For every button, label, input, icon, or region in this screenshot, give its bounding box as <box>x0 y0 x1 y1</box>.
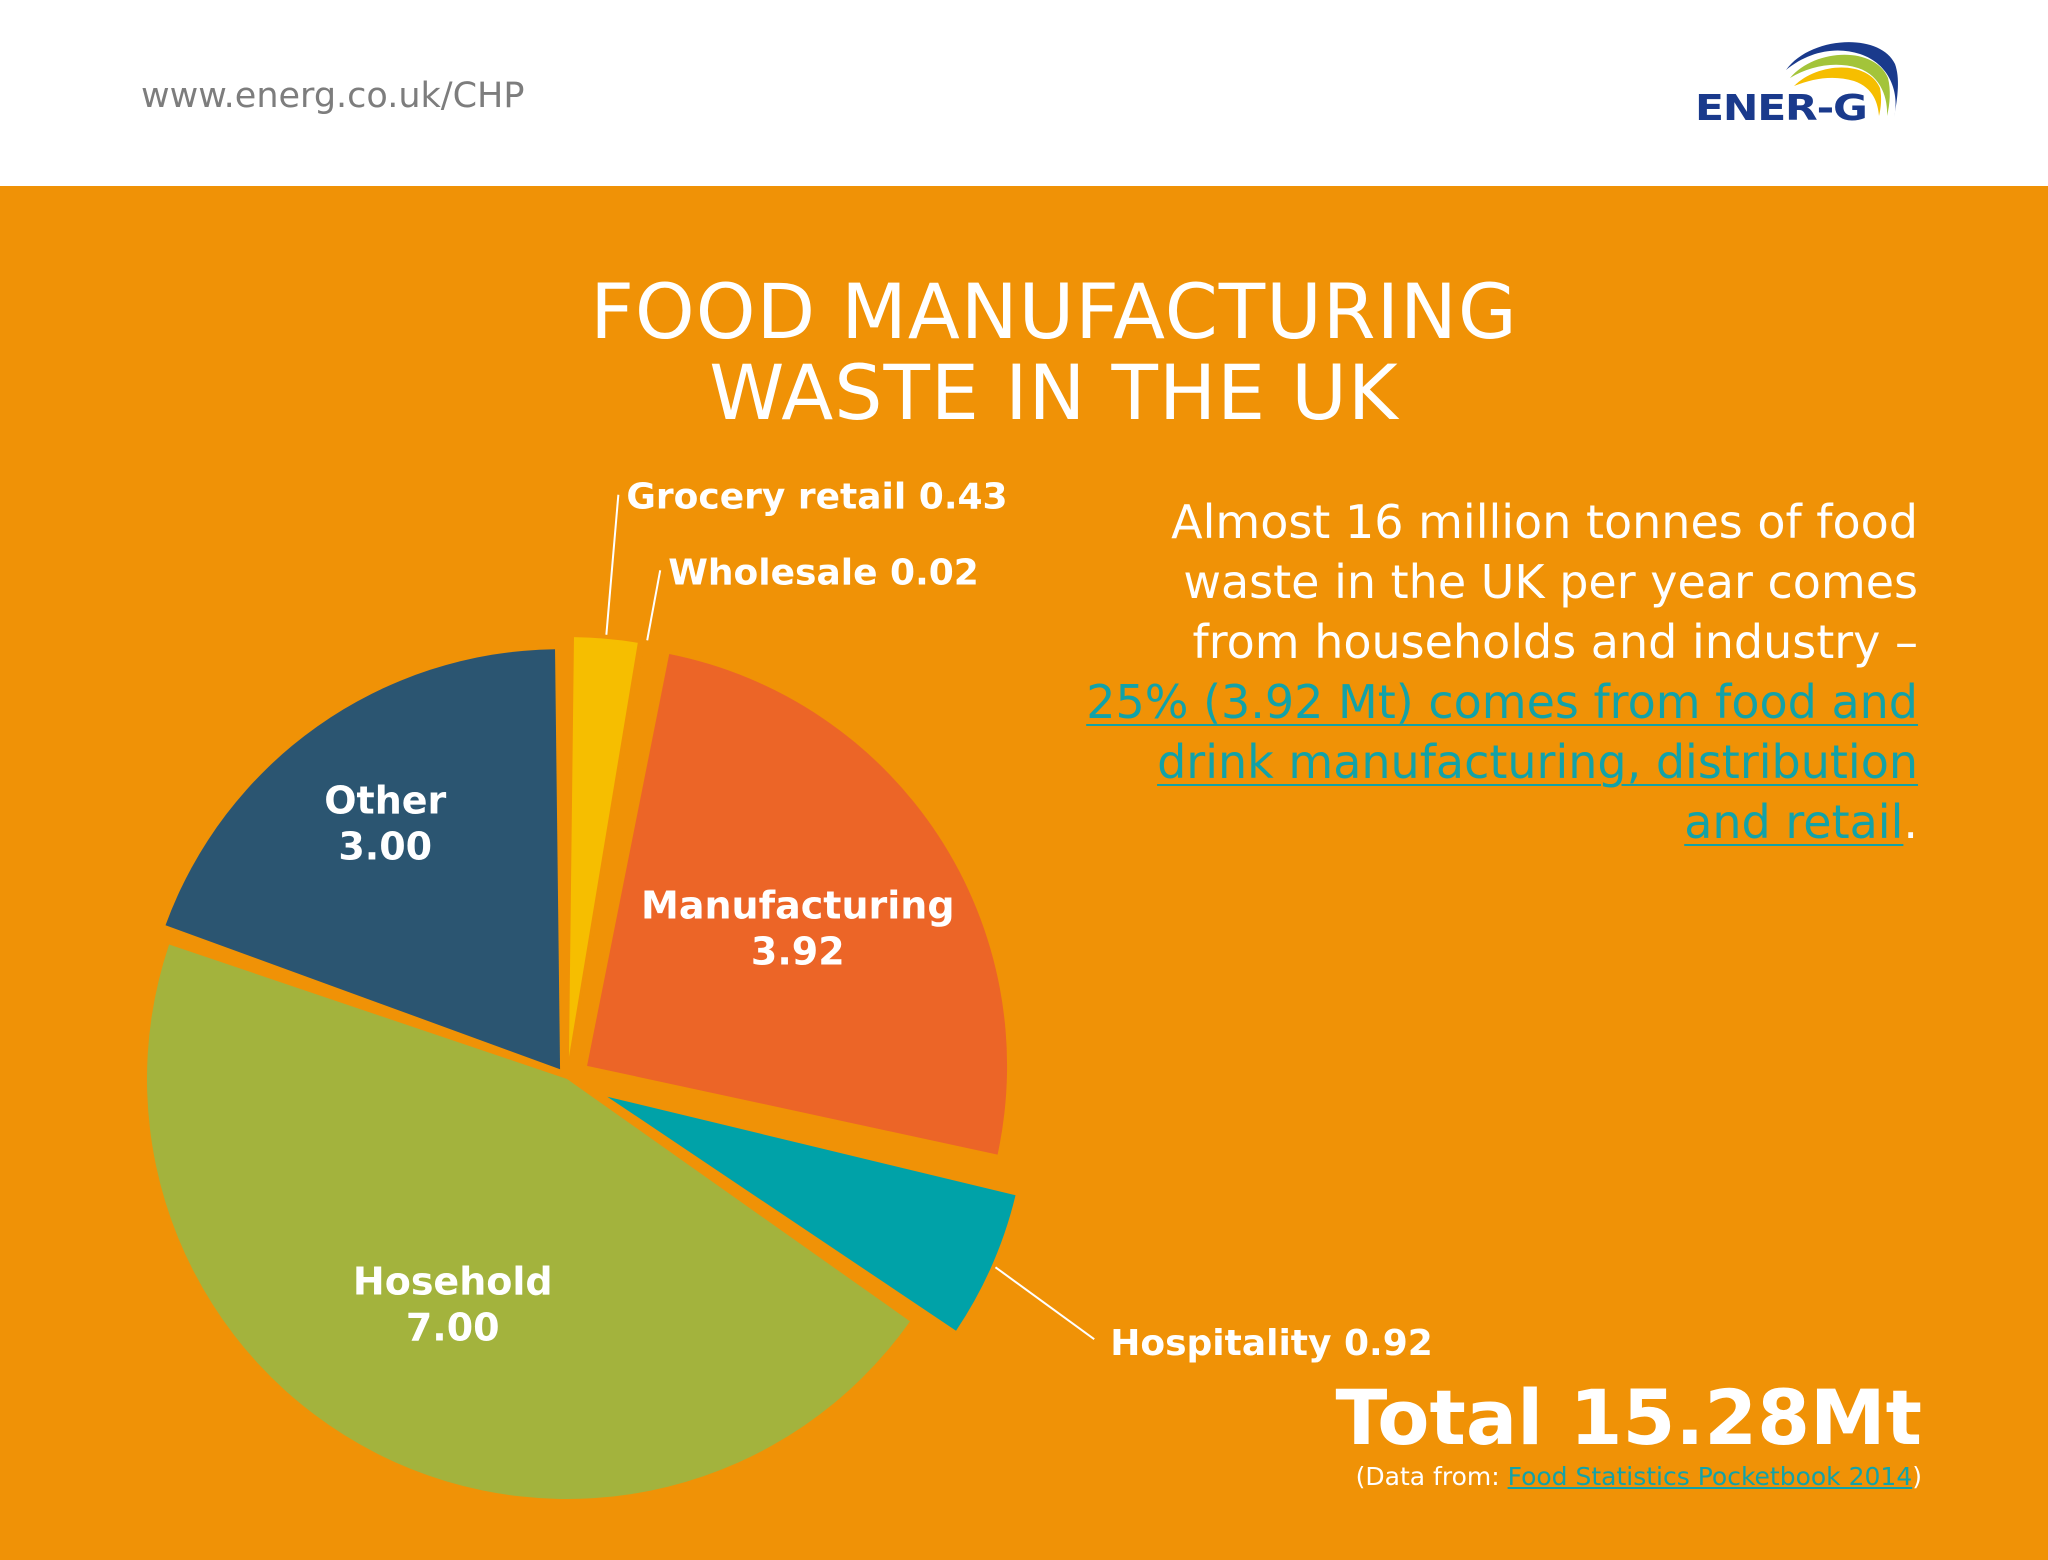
pie-slice-manufacturing <box>587 653 1008 1155</box>
pie-label-hosehold-line-1: Hosehold <box>353 1260 553 1304</box>
pie-label-wholesale: Wholesale 0.02 <box>668 552 979 593</box>
pie-callout-line-grocery-retail <box>605 494 620 635</box>
pie-callout-line-hospitality <box>994 1266 1095 1341</box>
pie-slice-hosehold <box>147 944 911 1500</box>
description-text: Almost 16 million tonnes of food waste i… <box>1080 492 1918 852</box>
site-url-link[interactable]: www.energ.co.uk/CHP <box>141 76 525 116</box>
description-end: . <box>1903 795 1918 849</box>
pie-slice-grocery-retail <box>568 637 638 1058</box>
source-suffix: ) <box>1912 1462 1922 1491</box>
pie-callout-line-wholesale <box>646 570 662 641</box>
source-link[interactable]: Food Statistics Pocketbook 2014 <box>1507 1462 1913 1491</box>
source-prefix: (Data from: <box>1355 1462 1508 1491</box>
logo-text: ENER-G <box>1695 88 1868 129</box>
description-part-1: Almost 16 million tonnes of food waste i… <box>1171 495 1918 669</box>
pie-slice-hospitality <box>607 1096 1016 1331</box>
pie-label-manufacturing-line-2: 3.92 <box>751 930 845 974</box>
chart-title-line-2: WASTE IN THE UK <box>709 348 1399 437</box>
ener-g-logo[interactable]: ENER-G <box>1690 28 1915 129</box>
pie-slice-other <box>165 649 561 1070</box>
pie-slices <box>147 637 1016 1500</box>
chart-title: FOOD MANUFACTURING WASTE IN THE UK <box>0 271 2048 433</box>
pie-chart: Grocery retail 0.43 Wholesale 0.02 Manufac… <box>147 477 1433 1500</box>
pie-label-grocery-retail: Grocery retail 0.43 <box>626 477 1007 518</box>
chart-title-line-1: FOOD MANUFACTURING <box>590 267 1518 356</box>
logo-swoosh-icon <box>1786 42 1898 119</box>
pie-label-hosehold-line-2: 7.00 <box>406 1306 500 1350</box>
pie-label-other-line-2: 3.00 <box>338 824 432 868</box>
pie-slice-wholesale <box>570 643 649 1058</box>
total-label: Total 15.28Mt <box>1335 1373 1922 1462</box>
pie-labels: Grocery retail 0.43 Wholesale 0.02 Manufac… <box>324 477 1433 1364</box>
pie-label-hospitality: Hospitality 0.92 <box>1110 1323 1433 1364</box>
description-link[interactable]: 25% (3.92 Mt) comes from food and drink … <box>1086 675 1918 849</box>
pie-label-other-line-1: Other <box>324 778 446 822</box>
source-note: (Data from: Food Statistics Pocketbook 2… <box>1100 1462 1922 1491</box>
pie-label-manufacturing-line-1: Manufacturing <box>641 884 955 928</box>
header: www.energ.co.uk/CHP ENER-G <box>0 0 2048 186</box>
pie-callouts <box>605 494 1095 1341</box>
